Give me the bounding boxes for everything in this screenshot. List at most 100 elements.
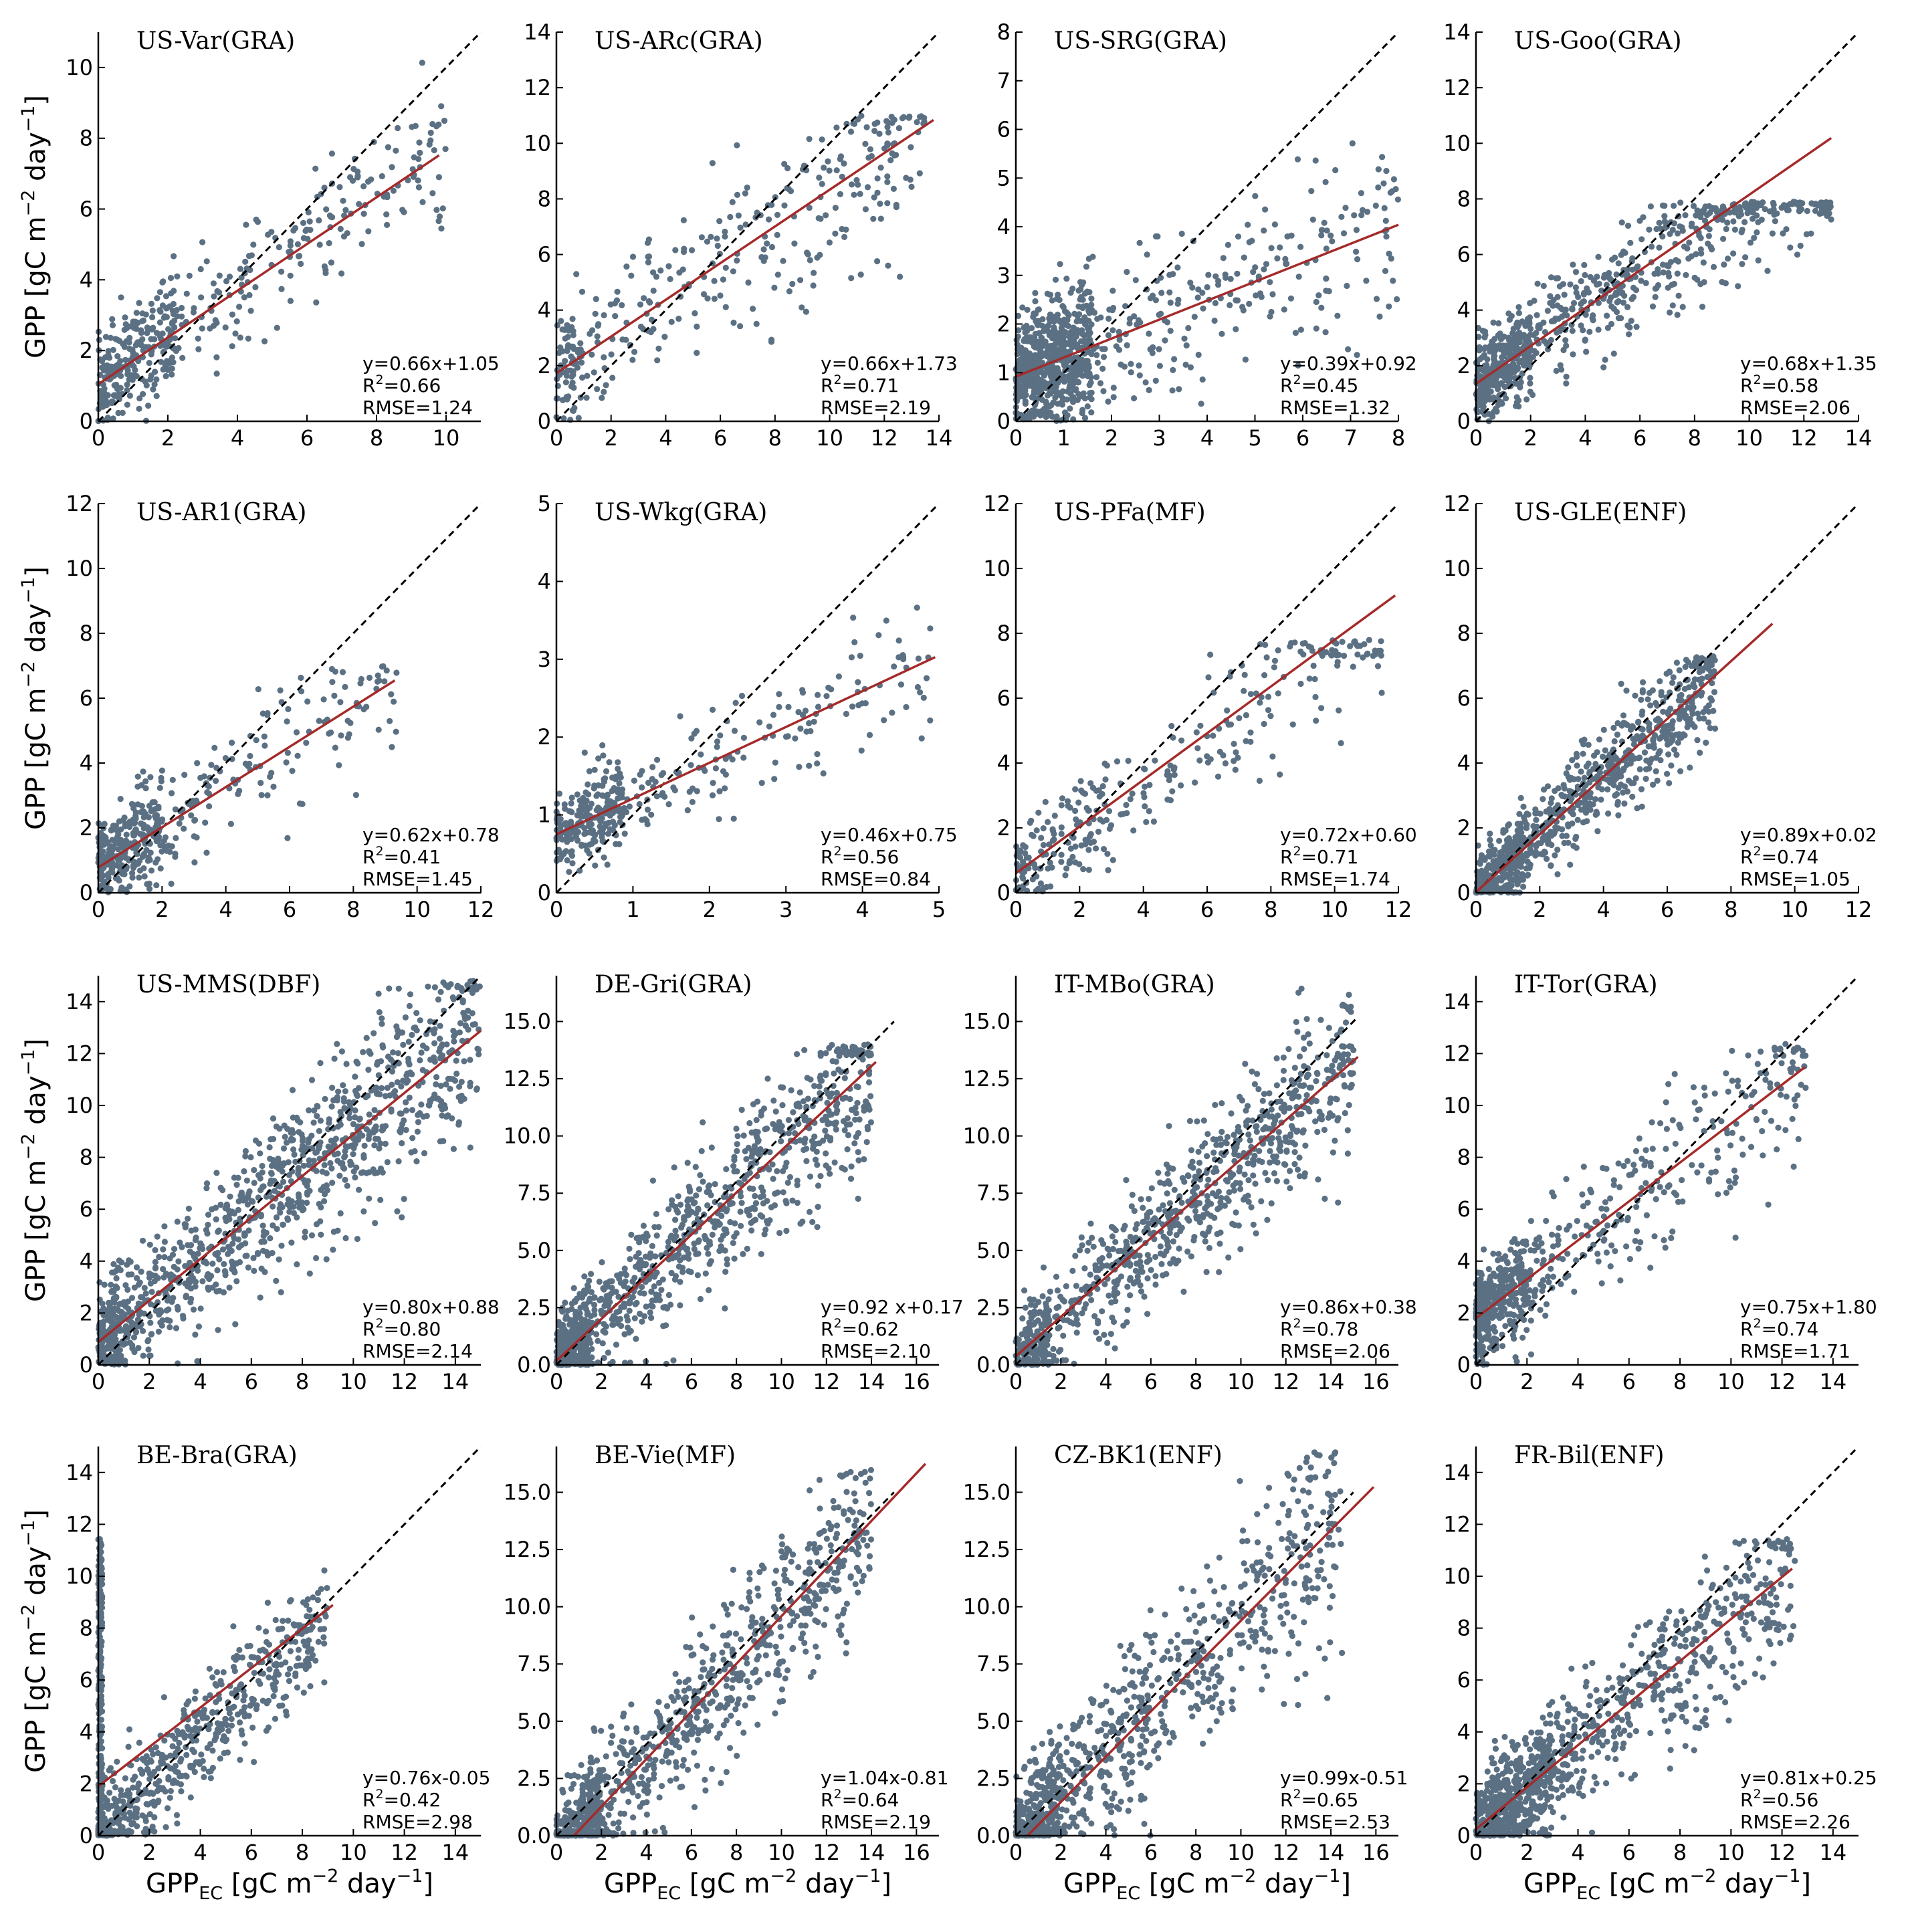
data-point [124, 371, 131, 378]
data-point [1378, 638, 1384, 645]
data-point [766, 216, 772, 223]
data-point [157, 308, 164, 315]
data-point [589, 841, 595, 847]
data-point [714, 738, 721, 745]
data-point [1194, 294, 1201, 301]
data-point [1363, 278, 1370, 284]
data-point [1247, 729, 1254, 736]
data-point [1570, 300, 1578, 306]
data-point [384, 194, 391, 201]
data-point [1261, 720, 1267, 728]
data-point [213, 1216, 219, 1222]
data-point [1580, 819, 1587, 826]
data-point [1653, 225, 1660, 233]
regression-equation: y=0.39x+0.92 [1280, 352, 1417, 374]
data-point [1287, 295, 1294, 302]
data-point [817, 215, 824, 222]
data-point [613, 297, 621, 304]
data-point [1073, 386, 1079, 393]
y-tick-label: 8 [997, 621, 1011, 646]
data-point [312, 165, 319, 172]
data-point [214, 288, 221, 295]
data-point [799, 689, 807, 696]
data-point [159, 330, 166, 337]
data-point [631, 777, 638, 784]
data-point [1515, 336, 1522, 342]
data-point [1661, 213, 1668, 219]
data-point [232, 1321, 239, 1327]
data-point [1569, 810, 1576, 817]
data-point [1614, 731, 1620, 738]
data-point [1352, 638, 1358, 645]
r-squared-label: R [1280, 374, 1293, 397]
r-squared: R2=0.66 [362, 372, 441, 397]
data-point [1040, 842, 1047, 849]
data-point [780, 257, 786, 264]
data-point [716, 218, 723, 225]
data-point [889, 710, 895, 716]
data-point [1187, 364, 1194, 370]
y-axis-title-part: GPP [gC m [21, 687, 51, 830]
data-point [567, 367, 574, 374]
data-point [140, 768, 146, 775]
data-point [689, 247, 696, 253]
data-point [621, 804, 627, 811]
data-point [1510, 362, 1517, 369]
data-point [344, 734, 352, 741]
rmse: RMSE=0.84 [821, 868, 931, 890]
data-point [139, 318, 146, 324]
data-point [1595, 253, 1602, 260]
data-point [1124, 269, 1130, 276]
data-point [1526, 320, 1533, 327]
data-point [1703, 705, 1709, 712]
x-tick-label: 6 [1200, 897, 1214, 922]
data-point [1051, 324, 1057, 331]
data-point [338, 270, 345, 277]
data-point [1195, 286, 1202, 293]
x-tick-label: 2 [605, 425, 618, 451]
x-tick-label: 8 [1688, 425, 1701, 451]
x-tick-label: 12 [1790, 425, 1818, 451]
data-point [1110, 304, 1117, 312]
data-point [1061, 334, 1067, 340]
data-point [1676, 712, 1683, 719]
data-point [169, 776, 176, 783]
data-point [1698, 250, 1705, 257]
x-tick-label: 12 [871, 425, 898, 451]
data-point [419, 199, 426, 205]
data-point [803, 308, 809, 315]
data-point [1197, 722, 1204, 729]
data-point [304, 698, 311, 705]
data-point [107, 334, 114, 341]
data-point [1593, 809, 1600, 815]
data-point [284, 835, 291, 841]
data-point [1047, 311, 1054, 318]
data-point [435, 174, 443, 181]
data-point [568, 794, 575, 801]
data-point [1669, 282, 1675, 288]
data-point [1017, 377, 1024, 384]
x-tick-label: 4 [1596, 897, 1610, 922]
regression-line [556, 118, 934, 374]
data-point [162, 834, 169, 841]
y-axis-title: GPP [gC m−2 day−1] [18, 95, 51, 358]
data-point [388, 691, 395, 697]
data-point [115, 409, 122, 417]
data-point [1697, 235, 1704, 241]
regression-equation: y=0.68x+1.35 [1740, 352, 1877, 374]
data-point [287, 238, 294, 245]
data-point [1485, 853, 1492, 859]
data-point [1600, 726, 1607, 733]
data-point [1030, 314, 1037, 320]
data-point [1342, 205, 1349, 211]
data-point [245, 1264, 251, 1271]
y-tick-label: 2 [538, 724, 551, 750]
data-point [871, 120, 878, 127]
data-point [569, 316, 576, 322]
data-point [841, 160, 847, 167]
panel-8: 0 2 4 6 8 10 12 1402468101214US-MMS(DBF)y=0.80x… [18, 971, 500, 1394]
data-point [1358, 212, 1365, 219]
data-point [578, 288, 586, 295]
data-point [566, 869, 572, 875]
panel-title: US-GLE(ENF) [1514, 499, 1687, 526]
